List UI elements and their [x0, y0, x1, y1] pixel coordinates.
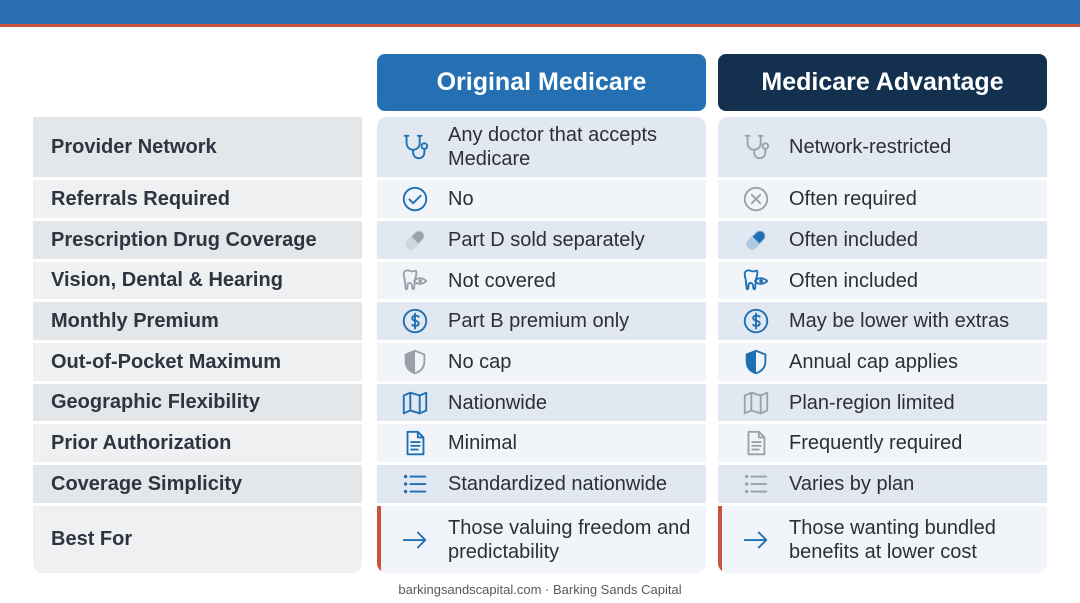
original-medicare-header: Original Medicare: [377, 54, 706, 111]
document-icon: [740, 427, 772, 459]
best-for-accent-bar: [377, 506, 381, 573]
cell-value: Network-restricted: [789, 136, 952, 158]
medicare-advantage-header: Medicare Advantage: [718, 54, 1047, 111]
row-label: Monthly Premium: [33, 299, 362, 340]
cell-value: Often included: [789, 269, 918, 292]
row-label: Out-of-Pocket Maximum: [33, 340, 362, 381]
medicare-advantage-cell: Plan-region limited: [718, 381, 1047, 421]
original-medicare-cell: Part B premium only: [377, 299, 706, 340]
cell-value: No cap: [448, 351, 512, 373]
cell-value: Any doctor that accepts Medicare: [448, 124, 658, 170]
map-icon: [399, 387, 431, 419]
row-label: Geographic Flexibility: [33, 381, 362, 421]
original-medicare-cell: Part D sold separately: [377, 218, 706, 259]
top-banner: [0, 0, 1080, 24]
cell-value: May be lower with extras: [789, 310, 1010, 332]
medicare-advantage-cell: May be lower with extras: [718, 299, 1047, 340]
list-icon: [740, 468, 772, 500]
original-medicare-cell: Minimal: [377, 421, 706, 462]
tooth-eye-icon: [740, 265, 772, 297]
row-label: Prescription Drug Coverage: [33, 218, 362, 259]
cell-value: Standardized nationwide: [448, 473, 668, 495]
row-labels-column: Provider Network Referrals Required Prescr…: [33, 117, 362, 573]
row-label: Vision, Dental & Hearing: [33, 259, 362, 299]
cell-value: Part D sold separately: [448, 229, 645, 251]
original-medicare-column: Any doctor that accepts Medicare No Part D…: [377, 117, 706, 573]
cell-value: Those wanting bundled benefits at lower …: [789, 516, 996, 563]
x-circle-icon: [740, 183, 772, 215]
tooth-eye-icon: [399, 265, 431, 297]
document-icon: [399, 427, 431, 459]
dollar-circle-icon: [399, 305, 431, 337]
cell-value: Nationwide: [448, 391, 547, 414]
pill-icon: [740, 224, 772, 256]
cell-value: Part B premium only: [448, 310, 630, 332]
medicare-advantage-cell: Those wanting bundled benefits at lower …: [718, 503, 1047, 573]
medicare-advantage-cell: Often included: [718, 218, 1047, 259]
list-icon: [399, 468, 431, 500]
original-medicare-cell: Nationwide: [377, 381, 706, 421]
row-label: Provider Network: [33, 117, 362, 177]
cell-value: Often required: [789, 188, 917, 210]
pill-icon: [399, 224, 431, 256]
row-label: Referrals Required: [33, 177, 362, 218]
stethoscope-icon: [399, 131, 431, 163]
original-medicare-cell: Those valuing freedom and predictability: [377, 503, 706, 573]
row-label: Prior Authorization: [33, 421, 362, 462]
original-medicare-cell: Not covered: [377, 259, 706, 299]
map-icon: [740, 387, 772, 419]
cell-value: No: [448, 188, 474, 210]
cell-value: Annual cap applies: [789, 351, 959, 373]
original-medicare-cell: Standardized nationwide: [377, 462, 706, 503]
arrow-right-icon: [740, 524, 772, 556]
medicare-advantage-cell: Often included: [718, 259, 1047, 299]
dollar-circle-icon: [740, 305, 772, 337]
check-circle-icon: [399, 183, 431, 215]
original-medicare-cell: No: [377, 177, 706, 218]
cell-value: Not covered: [448, 269, 556, 292]
medicare-advantage-cell: Varies by plan: [718, 462, 1047, 503]
medicare-advantage-cell: Network-restricted: [718, 117, 1047, 177]
original-medicare-cell: Any doctor that accepts Medicare: [377, 117, 706, 177]
arrow-right-icon: [399, 524, 431, 556]
top-banner-accent: [0, 24, 1080, 27]
cell-value: Plan-region limited: [789, 391, 955, 414]
cell-value: Frequently required: [789, 432, 963, 454]
medicare-advantage-column: Network-restricted Often required Often in…: [718, 117, 1047, 573]
row-label: Best For: [33, 503, 362, 573]
shield-icon: [399, 346, 431, 378]
cell-value: Often included: [789, 229, 918, 251]
stethoscope-icon: [740, 131, 772, 163]
best-for-accent-bar: [718, 506, 722, 573]
footer-credit: barkingsandscapital.com · Barking Sands …: [398, 582, 682, 597]
medicare-advantage-cell: Annual cap applies: [718, 340, 1047, 381]
medicare-advantage-cell: Frequently required: [718, 421, 1047, 462]
cell-value: Those valuing freedom and predictability: [448, 516, 691, 563]
row-label: Coverage Simplicity: [33, 462, 362, 503]
medicare-advantage-cell: Often required: [718, 177, 1047, 218]
cell-value: Varies by plan: [789, 473, 915, 495]
cell-value: Minimal: [448, 432, 517, 454]
shield-icon: [740, 346, 772, 378]
original-medicare-cell: No cap: [377, 340, 706, 381]
